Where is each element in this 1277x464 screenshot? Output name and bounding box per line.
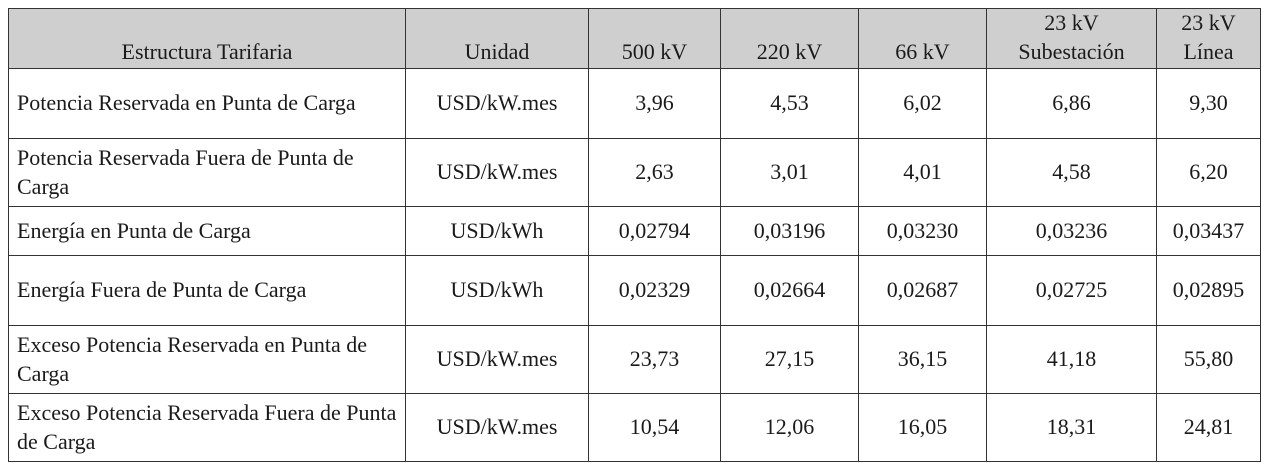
header-cell: 66 kV (858, 7, 987, 70)
table-cell: 16,05 (858, 393, 987, 463)
table-cell: 4,58 (986, 138, 1157, 208)
table-cell: 36,15 (858, 325, 987, 395)
table-cell: 10,54 (588, 393, 721, 463)
table-row: Energía Fuera de Punta de Carga USD/kWh 0,… (8, 255, 1261, 327)
header-cell: Estructura Tarifaria (8, 7, 406, 70)
table-cell: 6,20 (1156, 138, 1261, 208)
table-cell: 55,80 (1156, 325, 1261, 395)
table-cell: USD/kW.mes (405, 325, 589, 395)
row-label: Exceso Potencia Reservada en Punta de Ca… (8, 325, 406, 395)
table-cell: 0,02664 (720, 255, 859, 327)
header-cell: 23 kV Línea (1156, 7, 1261, 70)
header-cell: 500 kV (588, 7, 721, 70)
header-cell: 23 kV Subestación (986, 7, 1157, 70)
table-cell: 27,15 (720, 325, 859, 395)
table-cell: USD/kWh (405, 255, 589, 327)
table-cell: 6,86 (986, 68, 1157, 140)
table-row: Energía en Punta de Carga USD/kWh 0,02794 0… (8, 206, 1261, 257)
table-cell: 0,02725 (986, 255, 1157, 327)
table-cell: 0,03437 (1156, 206, 1261, 257)
table-cell: 12,06 (720, 393, 859, 463)
row-label: Potencia Reservada Fuera de Punta de Car… (8, 138, 406, 208)
header-cell: 220 kV (720, 7, 859, 70)
row-label: Potencia Reservada en Punta de Carga (8, 68, 406, 140)
table-cell: 0,02794 (588, 206, 721, 257)
table-cell: 0,03196 (720, 206, 859, 257)
table-row: Exceso Potencia Reservada Fuera de Punta… (8, 393, 1261, 463)
table-cell: 3,01 (720, 138, 859, 208)
table-row: Potencia Reservada en Punta de Carga USD/… (8, 68, 1261, 140)
table-cell: 9,30 (1156, 68, 1261, 140)
table-cell: USD/kWh (405, 206, 589, 257)
table-cell: 0,02329 (588, 255, 721, 327)
table-cell: USD/kW.mes (405, 393, 589, 463)
tariff-table: Estructura Tarifaria Unidad 500 kV 220 kV 66… (8, 7, 1261, 463)
table-cell: 24,81 (1156, 393, 1261, 463)
table-cell: 0,03236 (986, 206, 1157, 257)
table-cell: 6,02 (858, 68, 987, 140)
table-cell: 23,73 (588, 325, 721, 395)
header-row: Estructura Tarifaria Unidad 500 kV 220 kV 66… (8, 7, 1261, 70)
header-cell: Unidad (405, 7, 589, 70)
row-label: Exceso Potencia Reservada Fuera de Punta… (8, 393, 406, 463)
table-cell: 41,18 (986, 325, 1157, 395)
table-cell: 0,03230 (858, 206, 987, 257)
table-cell: 2,63 (588, 138, 721, 208)
table-cell: 4,53 (720, 68, 859, 140)
row-label: Energía Fuera de Punta de Carga (8, 255, 406, 327)
table-cell: 18,31 (986, 393, 1157, 463)
table-cell: 0,02687 (858, 255, 987, 327)
table-row: Potencia Reservada Fuera de Punta de Car… (8, 138, 1261, 208)
table-cell: USD/kW.mes (405, 138, 589, 208)
table-body: Potencia Reservada en Punta de Carga USD/… (8, 68, 1261, 463)
row-label: Energía en Punta de Carga (8, 206, 406, 257)
table-cell: 3,96 (588, 68, 721, 140)
table-row: Exceso Potencia Reservada en Punta de Ca… (8, 325, 1261, 395)
table-cell: USD/kW.mes (405, 68, 589, 140)
table-cell: 4,01 (858, 138, 987, 208)
table-cell: 0,02895 (1156, 255, 1261, 327)
